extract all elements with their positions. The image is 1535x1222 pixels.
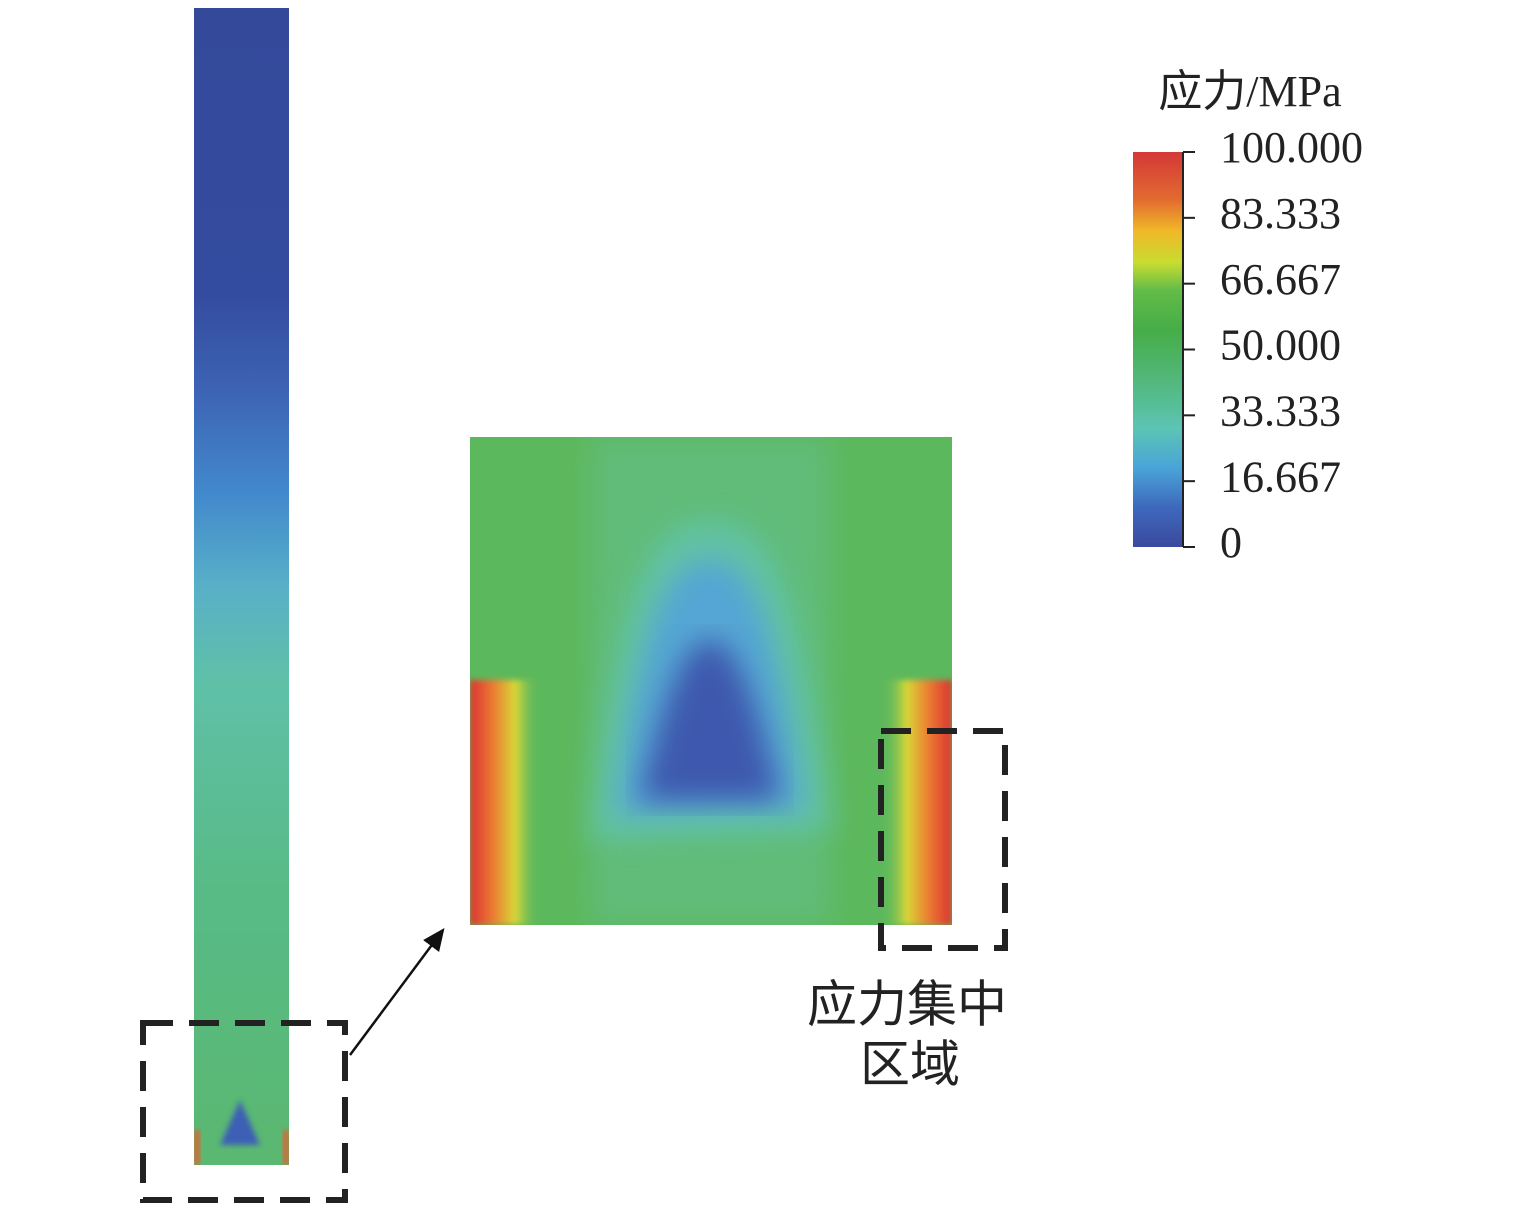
colorbar-tick-label: 66.667 bbox=[1220, 255, 1341, 304]
annotation: 应力集中 bbox=[807, 976, 1007, 1032]
colorbar-title: 应力/MPa bbox=[1158, 67, 1341, 116]
colorbar bbox=[1133, 152, 1183, 547]
highlight-box bbox=[878, 728, 1008, 951]
colorbar-tick-label: 50.000 bbox=[1220, 321, 1341, 370]
colorbar-tick-label: 16.667 bbox=[1220, 452, 1341, 501]
colorbar-tick-label: 100.000 bbox=[1220, 123, 1363, 172]
colorbar-tick-label: 0 bbox=[1220, 518, 1242, 567]
bar-contour bbox=[194, 8, 289, 1165]
colorbar-tick-label: 33.333 bbox=[1220, 386, 1341, 435]
highlight-box bbox=[140, 1020, 348, 1203]
arrow bbox=[348, 927, 445, 1056]
annotation: 区域 bbox=[860, 1036, 960, 1092]
colorbar-tick-label: 83.333 bbox=[1220, 189, 1341, 238]
zoom-contour bbox=[470, 437, 952, 925]
